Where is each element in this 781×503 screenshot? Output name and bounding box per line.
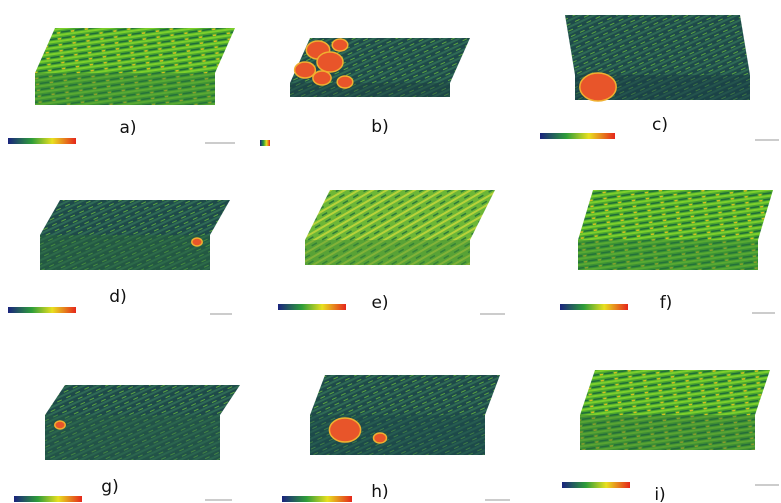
- sample-front-texture: [35, 73, 215, 105]
- highlight-blob: [374, 433, 387, 443]
- highlight-blob: [580, 73, 616, 101]
- highlight-blob: [313, 71, 331, 85]
- colour-bar: [8, 138, 76, 144]
- highlight-blob: [55, 421, 65, 429]
- panel-label: g): [101, 477, 118, 497]
- highlight-blob: [317, 52, 343, 72]
- panel-label: d): [109, 287, 126, 307]
- sample-top: [565, 15, 750, 75]
- highlight-blob: [332, 39, 348, 51]
- sample-top: [45, 385, 240, 415]
- page: a) b) c) d) e) f) g) h) i) (() => { cons…: [0, 0, 781, 503]
- figure: a) b) c) d) e) f) g) h) i): [0, 0, 781, 503]
- colour-bar: [282, 496, 352, 502]
- sample-front-texture: [290, 83, 450, 97]
- panel-label: e): [371, 293, 388, 313]
- sample-front-texture: [580, 415, 755, 450]
- panel-label: c): [652, 115, 668, 135]
- colour-bar: [560, 304, 628, 310]
- colour-bar: [260, 140, 270, 146]
- highlight-blob: [337, 76, 353, 88]
- colour-bar: [14, 496, 82, 502]
- sample-front-texture: [305, 240, 470, 265]
- panel-label: f): [660, 293, 673, 313]
- panel-label: a): [119, 118, 136, 138]
- colour-bar: [8, 307, 76, 313]
- sample-front-texture: [40, 235, 210, 270]
- sample-top: [578, 190, 773, 240]
- sample-top: [40, 200, 230, 235]
- sample-top: [35, 28, 235, 73]
- highlight-blob: [329, 418, 360, 442]
- sample-top: [310, 375, 500, 415]
- panel-label: i): [654, 485, 665, 503]
- sample-front-texture: [578, 240, 758, 270]
- sample-top: [305, 190, 495, 240]
- panel-label: h): [371, 482, 388, 502]
- colour-bar: [562, 482, 630, 488]
- sample-top: [580, 370, 770, 415]
- sample-front-texture: [45, 415, 220, 460]
- highlight-blob: [295, 62, 316, 78]
- highlight-blob: [192, 238, 202, 246]
- colour-bar: [278, 304, 346, 310]
- panel-label: b): [371, 117, 388, 137]
- colour-bar: [540, 133, 615, 139]
